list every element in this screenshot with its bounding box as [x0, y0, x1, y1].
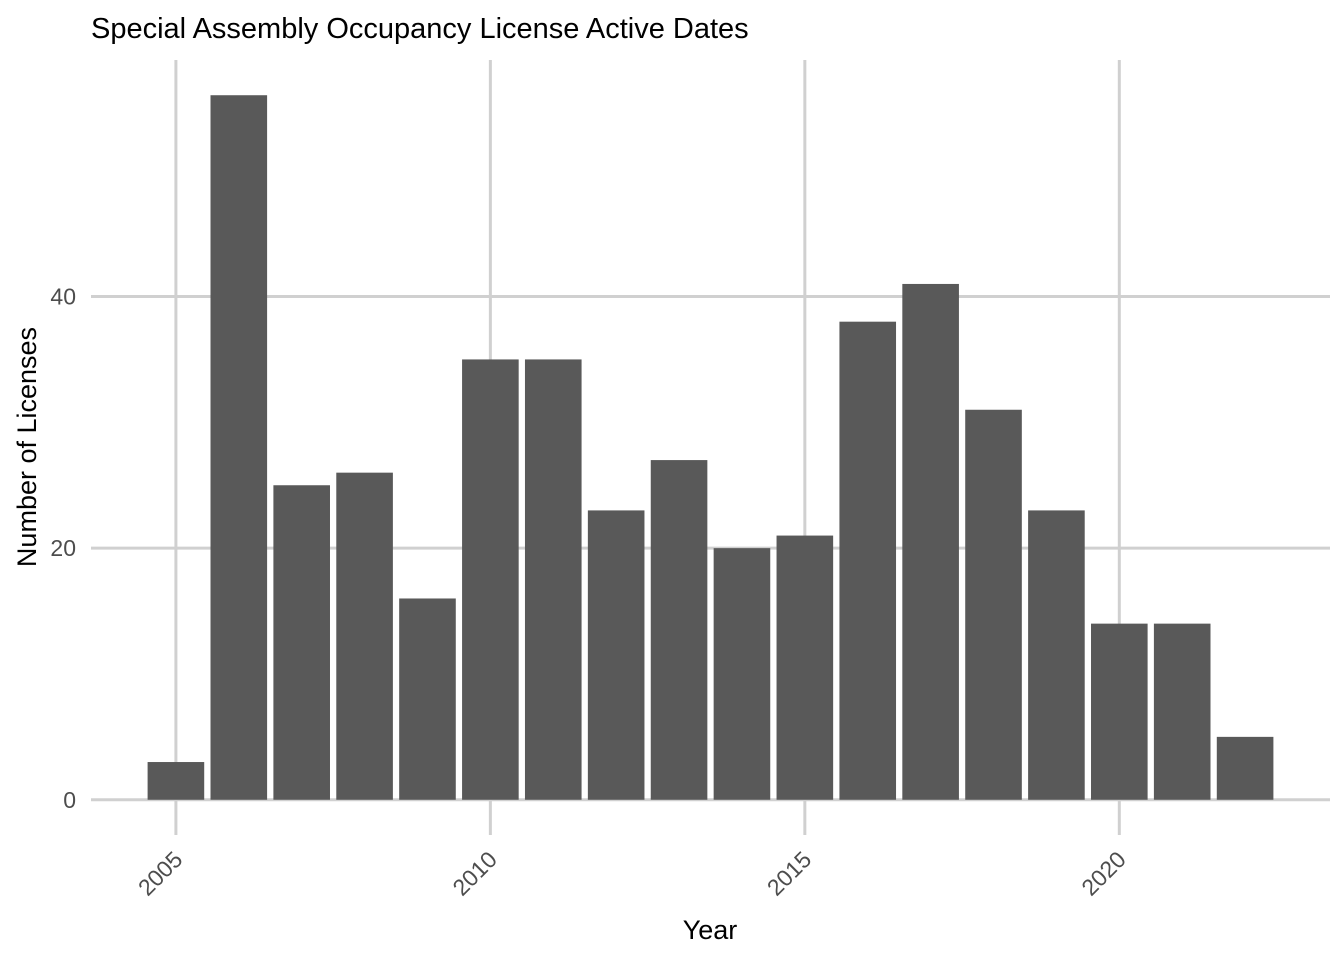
bar-2019 [1028, 510, 1085, 800]
x-tick-label: 2015 [762, 846, 817, 901]
bar-2009 [399, 598, 456, 800]
y-tick-label: 20 [50, 535, 76, 561]
y-tick-label: 0 [63, 787, 76, 813]
chart-title: Special Assembly Occupancy License Activ… [91, 13, 749, 45]
bar-2012 [587, 510, 645, 800]
bar-2014 [713, 548, 771, 800]
x-tick-label: 2005 [133, 846, 188, 901]
bar-2022 [1216, 736, 1274, 800]
x-tick-label: 2010 [447, 846, 502, 901]
y-axis-tick-labels: 0 20 40 [50, 284, 76, 813]
bar-2005 [147, 762, 205, 800]
bar-2020 [1091, 623, 1148, 800]
bar-2017 [902, 283, 959, 800]
bars [147, 95, 1274, 800]
y-tick-label: 40 [50, 284, 76, 310]
bar-2011 [524, 359, 582, 800]
y-axis-title: Number of Licenses [12, 327, 42, 567]
bar-2015 [776, 535, 834, 800]
bar-2006 [210, 95, 268, 800]
bar-2013 [650, 460, 708, 800]
x-axis-title: Year [683, 915, 738, 945]
x-axis-tick-labels: 2005 2010 2015 2020 [133, 846, 1131, 901]
bar-2008 [336, 472, 393, 800]
bar-2007 [273, 485, 330, 800]
bar-2021 [1153, 623, 1211, 800]
bar-2010 [462, 359, 519, 800]
bar-2018 [965, 409, 1022, 800]
bar-2016 [839, 321, 897, 800]
x-tick-label: 2020 [1076, 846, 1131, 901]
